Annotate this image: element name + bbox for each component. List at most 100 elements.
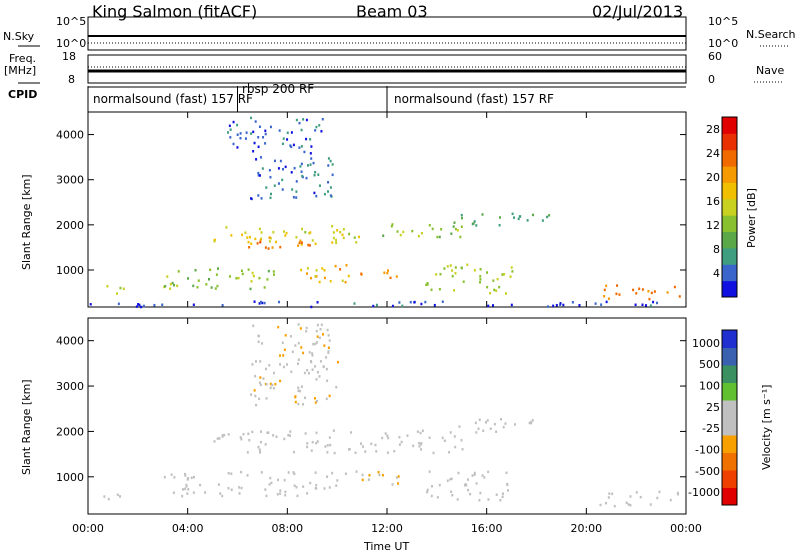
colorbar-tick-label: 8 bbox=[713, 243, 720, 256]
nsky-tick-top: 10^5 bbox=[56, 15, 87, 28]
colorbar-swatch bbox=[722, 417, 737, 436]
freq-tick-top: 18 bbox=[62, 50, 76, 63]
cpid-segment-3: normalsound (fast) 157 RF bbox=[394, 92, 554, 106]
colorbar-swatch bbox=[722, 247, 737, 265]
cpid-label: CPID bbox=[8, 88, 38, 101]
echo-region bbox=[227, 116, 324, 155]
y-tick-label: 1000 bbox=[56, 471, 84, 484]
echo-region bbox=[449, 418, 534, 434]
date-label: 02/Jul/2013 bbox=[592, 2, 684, 21]
colorbar-swatch bbox=[722, 133, 737, 151]
nsky-panel-frame bbox=[87, 16, 687, 51]
colorbar-swatch bbox=[722, 215, 737, 233]
x-tick-label: 00:00 bbox=[72, 522, 104, 535]
colorbar-swatch bbox=[722, 487, 737, 506]
echo-region bbox=[250, 156, 334, 201]
panel-1-frame bbox=[87, 111, 687, 308]
colorbar-swatch bbox=[722, 198, 737, 216]
nave-label: Nave bbox=[756, 64, 785, 77]
time-xlabel: Time UT bbox=[364, 540, 410, 553]
colorbar-tick-label: -500 bbox=[695, 465, 720, 478]
echo-region bbox=[344, 470, 400, 486]
colorbar-frame bbox=[721, 329, 738, 506]
colorbar-tick-label: 20 bbox=[706, 171, 720, 184]
freq-unit: [MHz] bbox=[4, 64, 37, 77]
y-tick-label: 3000 bbox=[56, 174, 84, 187]
nsearch-label: N.Search bbox=[746, 28, 796, 41]
colorbar-tick-label: 25 bbox=[706, 401, 720, 414]
colorbar-tick-label: 16 bbox=[706, 195, 720, 208]
colorbar-swatch bbox=[722, 470, 737, 488]
echo-region bbox=[163, 267, 275, 291]
colorbar-tick-label: 100 bbox=[699, 379, 720, 392]
x-tick-label: 04:00 bbox=[172, 522, 204, 535]
colorbar-tick-label: -100 bbox=[695, 444, 720, 457]
colorbar-swatch bbox=[722, 166, 737, 183]
y-tick-label: 2000 bbox=[56, 219, 84, 232]
x-tick-label: 16:00 bbox=[471, 522, 503, 535]
colorbar-tick-label: 500 bbox=[699, 358, 720, 371]
nsearch-tick-top: 10^5 bbox=[708, 15, 739, 28]
nave-tick-bottom: 0 bbox=[708, 73, 715, 86]
colorbar-tick-label: 4 bbox=[713, 267, 720, 280]
colorbar-swatch bbox=[722, 182, 737, 200]
colorbar-swatch bbox=[722, 280, 737, 298]
colorbar-swatch bbox=[722, 382, 737, 401]
colorbar-swatch bbox=[722, 435, 737, 453]
colorbar-tick-label: -1000 bbox=[688, 486, 720, 499]
echo-region bbox=[248, 236, 311, 250]
freq-tick-bottom: 8 bbox=[68, 73, 75, 86]
nave-tick-top: 60 bbox=[708, 50, 722, 63]
x-tick-label: 20:00 bbox=[570, 522, 602, 535]
echo-region bbox=[453, 212, 551, 227]
colorbar-swatch bbox=[722, 264, 737, 282]
colorbar-frame bbox=[721, 116, 738, 298]
site-title: King Salmon (fitACF) bbox=[92, 2, 258, 21]
y-tick-label: 4000 bbox=[56, 129, 84, 142]
colorbar-swatch bbox=[722, 347, 737, 366]
colorbar-tick-label: 12 bbox=[706, 219, 720, 232]
echo-region bbox=[106, 285, 125, 295]
colorbar-swatch bbox=[722, 330, 737, 348]
echo-region bbox=[300, 264, 350, 284]
freq-label: Freq. bbox=[9, 52, 37, 65]
colorbar-tick-label: 28 bbox=[706, 123, 720, 136]
panel-2-frame bbox=[87, 317, 687, 515]
echo-region bbox=[250, 323, 339, 407]
echo-region bbox=[213, 224, 361, 246]
echo-region bbox=[103, 493, 121, 501]
echo-region bbox=[339, 268, 398, 280]
echo-region bbox=[599, 490, 679, 508]
colorbar-tick-label: 24 bbox=[706, 147, 720, 160]
colorbar-swatch bbox=[722, 400, 737, 418]
colorbar-swatch bbox=[722, 365, 737, 383]
x-tick-label: 00:00 bbox=[670, 522, 702, 535]
echo-region bbox=[425, 263, 514, 295]
colorbar-swatch bbox=[722, 231, 737, 249]
echo-region bbox=[382, 223, 463, 239]
freq-panel-frame bbox=[87, 54, 687, 84]
beam-label: Beam 03 bbox=[356, 2, 428, 21]
echo-region bbox=[426, 470, 509, 502]
cpid-segment-2: rbsp 200 RF bbox=[242, 82, 315, 96]
x-tick-label: 08:00 bbox=[271, 522, 303, 535]
nsky-label: N.Sky bbox=[3, 30, 35, 43]
nsky-tick-bottom: 10^0 bbox=[56, 37, 87, 50]
colorbar-swatch bbox=[722, 149, 737, 167]
echo-region bbox=[163, 470, 339, 498]
cpid-segment-1: normalsound (fast) 157 RF bbox=[93, 92, 253, 106]
y-tick-label: 1000 bbox=[56, 264, 84, 277]
y-tick-label: 2000 bbox=[56, 425, 84, 438]
colorbar-swatch bbox=[722, 452, 737, 471]
x-tick-label: 12:00 bbox=[371, 522, 403, 535]
echo-region bbox=[603, 284, 681, 301]
colorbar-tick-label: 1000 bbox=[692, 337, 720, 350]
echo-region bbox=[213, 429, 464, 455]
colorbar-tick-label: -25 bbox=[702, 422, 720, 435]
echo-region bbox=[89, 300, 658, 309]
y-tick-label: 4000 bbox=[56, 335, 84, 348]
colorbar-swatch bbox=[722, 117, 737, 134]
y-tick-label: 3000 bbox=[56, 380, 84, 393]
nsearch-tick-bottom: 10^0 bbox=[708, 37, 739, 50]
